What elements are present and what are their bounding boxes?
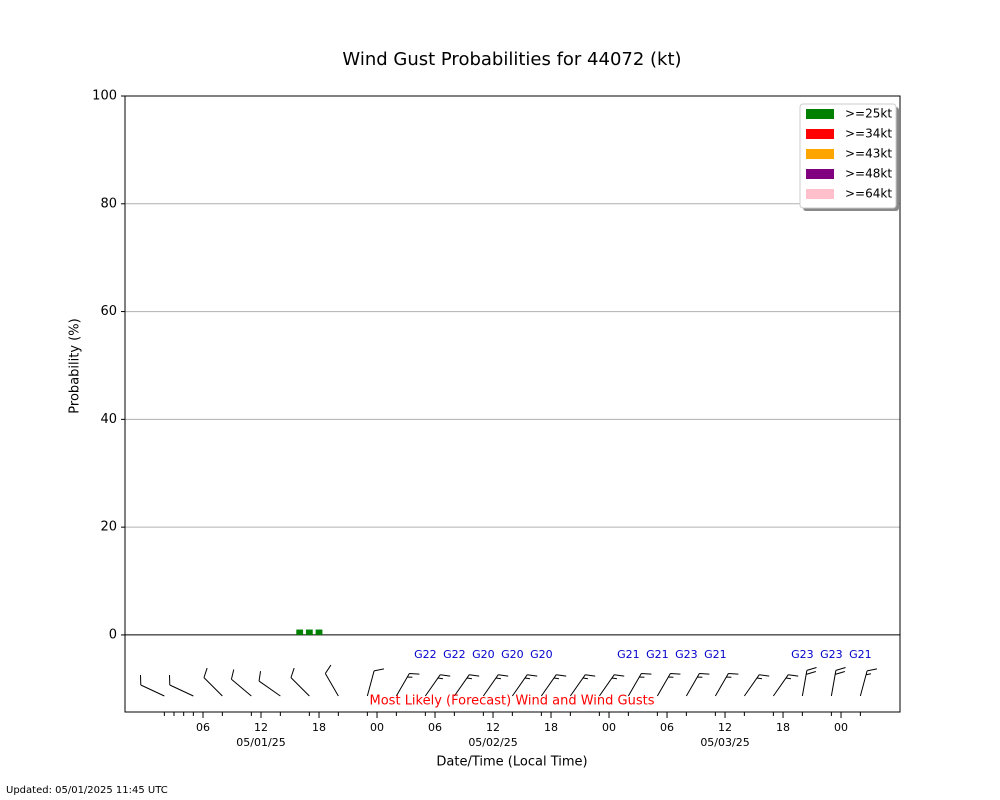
y-tick-label: 100 xyxy=(92,89,117,104)
wind-barb xyxy=(772,674,799,697)
bar xyxy=(296,629,304,635)
legend-label: >=43kt xyxy=(845,147,892,161)
wind-barb xyxy=(324,664,339,697)
gust-label: G20 xyxy=(472,648,495,661)
legend-swatch xyxy=(806,109,834,119)
wind-barb xyxy=(424,674,451,697)
wind-barb xyxy=(656,672,681,697)
x-tick-label: 18 xyxy=(544,721,558,734)
x-tick-label: 18 xyxy=(776,721,790,734)
x-tick-label: 12 xyxy=(486,721,500,734)
legend-label: >=48kt xyxy=(845,167,892,181)
chart-title: Wind Gust Probabilities for 44072 (kt) xyxy=(342,49,681,70)
x-day-label: 05/03/25 xyxy=(700,736,749,749)
gust-label: G21 xyxy=(617,648,640,661)
footer: Updated: 05/01/2025 11:45 UTC xyxy=(6,785,168,796)
bar xyxy=(305,629,313,635)
wind-barb xyxy=(598,674,625,697)
wind-barb xyxy=(230,669,252,697)
wind-barb xyxy=(830,667,846,697)
wind-barb xyxy=(290,667,310,697)
gust-label: G22 xyxy=(414,648,437,661)
x-tick-label: 00 xyxy=(834,721,848,734)
wind-barb xyxy=(140,674,165,697)
wind-barb xyxy=(801,667,817,697)
wind-barb xyxy=(203,667,223,697)
gust-label: G21 xyxy=(704,648,727,661)
legend-swatch xyxy=(806,169,834,179)
gust-label: G23 xyxy=(791,648,814,661)
wind-barb xyxy=(714,672,739,697)
wind-barb xyxy=(743,674,770,697)
x-tick-label: 06 xyxy=(428,721,442,734)
x-tick-label: 12 xyxy=(718,721,732,734)
y-axis-label: Probability (%) xyxy=(68,318,83,413)
wind-barb xyxy=(395,672,420,697)
wind-barb xyxy=(366,668,385,697)
y-tick-label: 60 xyxy=(100,304,117,319)
gust-label: G21 xyxy=(849,648,872,661)
wind-barb xyxy=(627,672,652,697)
legend-swatch xyxy=(806,129,834,139)
x-tick-label: 00 xyxy=(370,721,384,734)
wind-barb xyxy=(859,668,878,697)
wind-barb xyxy=(169,674,194,697)
x-day-label: 05/02/25 xyxy=(468,736,517,749)
wind-barb xyxy=(511,674,538,697)
wind-barb xyxy=(258,671,281,697)
y-tick-label: 80 xyxy=(100,196,117,211)
bar xyxy=(315,629,323,635)
y-tick-label: 40 xyxy=(100,412,117,427)
legend-swatch xyxy=(806,189,834,199)
gust-label: G23 xyxy=(820,648,843,661)
x-tick-label: 00 xyxy=(602,721,616,734)
wind-barb xyxy=(685,672,710,697)
wind-barb xyxy=(482,674,509,697)
gust-label: G21 xyxy=(646,648,669,661)
annotation: Most Likely (Forecast) Wind and Wind Gus… xyxy=(370,694,655,709)
gust-label: G20 xyxy=(530,648,553,661)
x-tick-label: 06 xyxy=(660,721,674,734)
x-tick-label: 06 xyxy=(196,721,210,734)
x-tick-label: 12 xyxy=(254,721,268,734)
x-day-label: 05/01/25 xyxy=(236,736,285,749)
y-tick-label: 0 xyxy=(109,627,117,642)
y-tick-label: 20 xyxy=(100,520,117,535)
gust-label: G23 xyxy=(675,648,698,661)
wind-barb xyxy=(569,674,596,697)
x-tick-label: 18 xyxy=(312,721,326,734)
gust-label: G20 xyxy=(501,648,524,661)
x-axis-label: Date/Time (Local Time) xyxy=(436,755,587,770)
wind-barb xyxy=(540,674,567,697)
legend-swatch xyxy=(806,149,834,159)
legend-label: >=34kt xyxy=(845,127,892,141)
legend-label: >=64kt xyxy=(845,187,892,201)
plot-frame xyxy=(124,95,901,713)
wind-barb xyxy=(453,674,480,697)
gust-label: G22 xyxy=(443,648,466,661)
legend: >=25kt >=34kt >=43kt >=48kt >=64kt xyxy=(799,103,899,211)
legend-label: >=25kt xyxy=(845,107,892,121)
